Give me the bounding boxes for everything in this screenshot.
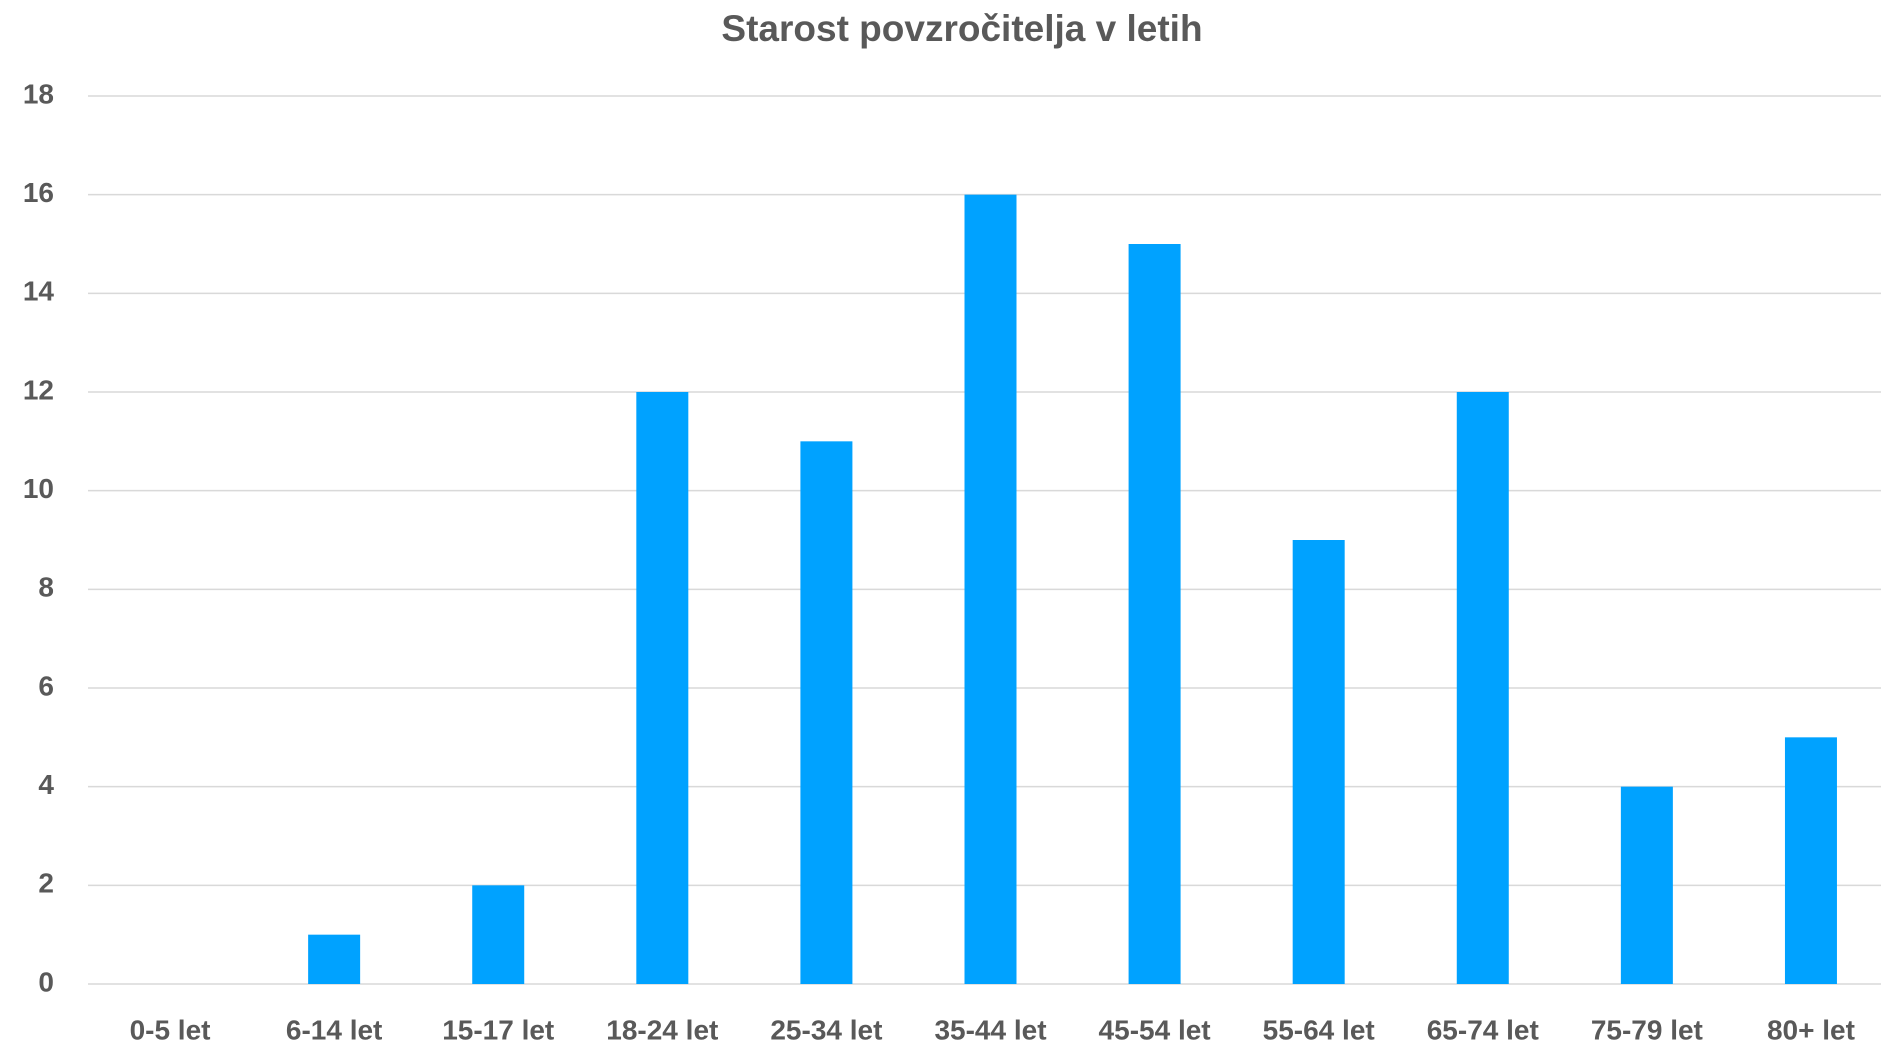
y-tick-label: 4 (38, 769, 54, 800)
y-tick-label: 8 (38, 572, 54, 603)
x-tick-label: 55-64 let (1263, 1014, 1375, 1045)
x-tick-label: 75-79 let (1591, 1014, 1703, 1045)
bar (1620, 786, 1673, 984)
bar (1456, 392, 1509, 984)
y-tick-label: 14 (23, 276, 55, 307)
y-tick-label: 10 (23, 473, 54, 504)
x-tick-label: 18-24 let (606, 1014, 718, 1045)
x-tick-label: 80+ let (1767, 1014, 1855, 1045)
x-tick-label: 65-74 let (1427, 1014, 1539, 1045)
bar (800, 441, 853, 984)
y-tick-label: 18 (23, 78, 54, 109)
bar (472, 885, 525, 984)
bar (636, 392, 689, 984)
bar (308, 934, 361, 984)
x-tick-label: 45-54 let (1099, 1014, 1211, 1045)
x-tick-label: 25-34 let (770, 1014, 882, 1045)
y-tick-label: 12 (23, 374, 54, 405)
bar (1292, 540, 1345, 984)
bar (964, 194, 1017, 984)
y-tick-label: 2 (38, 868, 54, 899)
y-tick-label: 6 (38, 670, 54, 701)
x-tick-label: 0-5 let (130, 1014, 211, 1045)
chart-title: Starost povzročitelja v letih (721, 8, 1202, 49)
x-tick-label: 15-17 let (442, 1014, 554, 1045)
bar (1784, 737, 1837, 984)
y-tick-label: 16 (23, 177, 54, 208)
y-tick-label: 0 (38, 966, 54, 997)
bar (1128, 244, 1181, 984)
x-tick-label: 35-44 let (934, 1014, 1046, 1045)
x-tick-label: 6-14 let (286, 1014, 383, 1045)
